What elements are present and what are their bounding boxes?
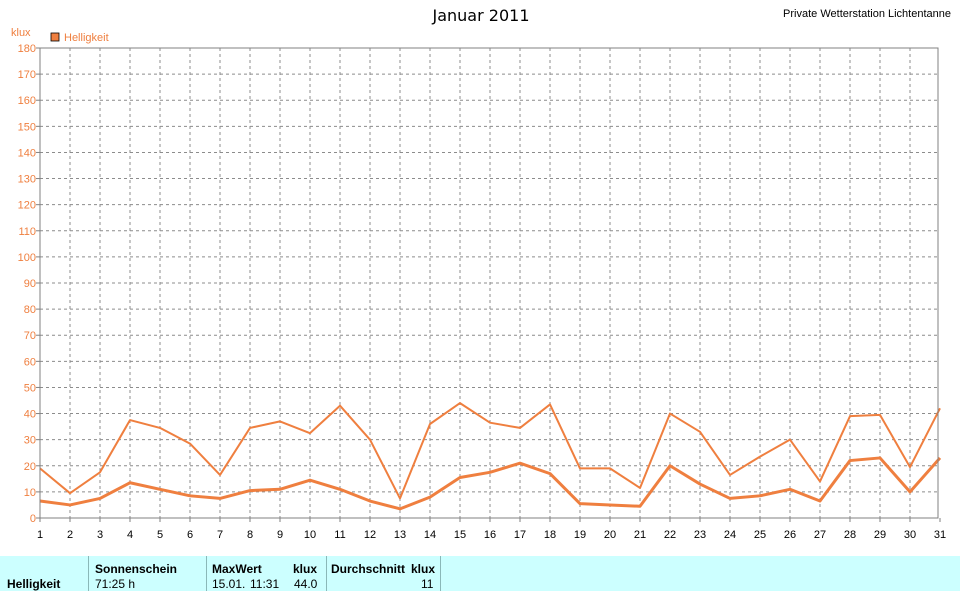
- x-tick-label: 6: [187, 529, 193, 541]
- x-tick-label: 27: [814, 529, 826, 541]
- x-tick-label: 4: [127, 529, 133, 541]
- maxwert-header: MaxWert: [212, 562, 262, 576]
- y-tick-label: 40: [24, 409, 36, 421]
- x-tick-label: 13: [394, 529, 406, 541]
- x-tick-label: 2: [67, 529, 73, 541]
- grid: [40, 48, 938, 518]
- x-tick-label: 26: [784, 529, 796, 541]
- y-axis: 0 10 20 30 40 50 60 70 80 90 100 110 120 130 140 150 160…: [18, 43, 40, 525]
- y-tick-label: 140: [18, 147, 36, 159]
- y-tick-label: 170: [18, 69, 36, 81]
- y-tick-label: 50: [24, 382, 36, 394]
- stats-divider: [440, 556, 441, 591]
- x-tick-label: 18: [544, 529, 556, 541]
- stats-divider: [206, 556, 207, 591]
- stats-row-label: Helligkeit: [7, 577, 61, 591]
- durchschnitt-header: Durchschnitt: [331, 562, 406, 576]
- series-line-2: [39, 456, 942, 511]
- x-tick-label: 31: [934, 529, 946, 541]
- x-tick-label: 24: [724, 529, 736, 541]
- maxwert-value: 44.0: [294, 577, 318, 591]
- y-tick-label: 10: [24, 487, 36, 499]
- y-tick-label: 100: [18, 252, 36, 264]
- x-tick-label: 17: [514, 529, 526, 541]
- y-tick-label: 120: [18, 200, 36, 212]
- sonnenschein-value: 71:25 h: [95, 577, 136, 591]
- x-tick-label: 7: [217, 529, 223, 541]
- x-tick-label: 8: [247, 529, 253, 541]
- y-tick-label: 0: [30, 513, 36, 525]
- maxwert-unit: klux: [293, 562, 318, 576]
- y-tick-label: 60: [24, 356, 36, 368]
- x-tick-label: 22: [664, 529, 676, 541]
- series-lines: [39, 402, 942, 511]
- x-tick-label: 10: [304, 529, 316, 541]
- plot-frame: [39, 47, 939, 519]
- stats-divider: [326, 556, 327, 591]
- y-tick-label: 160: [18, 95, 36, 107]
- stats-divider: [88, 556, 89, 591]
- y-tick-label: 130: [18, 174, 36, 186]
- x-tick-label: 1: [37, 529, 43, 541]
- x-tick-label: 12: [364, 529, 376, 541]
- x-tick-label: 20: [604, 529, 616, 541]
- x-tick-label: 14: [424, 529, 436, 541]
- maxwert-date: 15.01.: [212, 577, 246, 591]
- x-tick-label: 16: [484, 529, 496, 541]
- y-tick-label: 90: [24, 278, 36, 290]
- y-tick-label: 30: [24, 435, 36, 447]
- y-tick-label: 180: [18, 43, 36, 55]
- legend-label: Helligkeit: [64, 32, 109, 44]
- durchschnitt-value: 11: [421, 577, 434, 591]
- x-tick-label: 19: [574, 529, 586, 541]
- x-tick-label: 3: [97, 529, 103, 541]
- series-line-1: [39, 402, 941, 500]
- x-tick-label: 5: [157, 529, 163, 541]
- y-axis-unit: klux: [11, 27, 31, 39]
- y-tick-label: 150: [18, 121, 36, 133]
- x-tick-label: 29: [874, 529, 886, 541]
- x-tick-label: 25: [754, 529, 766, 541]
- sonnenschein-header: Sonnenschein: [95, 562, 178, 576]
- y-tick-label: 20: [24, 461, 36, 473]
- x-tick-label: 28: [844, 529, 856, 541]
- station-name: Private Wetterstation Lichtentanne: [783, 8, 951, 20]
- y-tick-label: 110: [18, 226, 36, 238]
- x-tick-label: 15: [454, 529, 466, 541]
- maxwert-time: 11:31: [250, 577, 280, 591]
- x-axis: 1 2 3 4 5 6 7 8 9 10 11 12 13 14 15 16 17 18 19 20 21 22 23 24 2…: [37, 518, 946, 541]
- x-tick-label: 23: [694, 529, 706, 541]
- chart-title: Januar 2011: [432, 6, 530, 25]
- x-tick-label: 9: [277, 529, 283, 541]
- legend-swatch: [50, 32, 60, 42]
- y-tick-label: 80: [24, 304, 36, 316]
- x-tick-label: 30: [904, 529, 916, 541]
- y-tick-label: 70: [24, 330, 36, 342]
- x-tick-label: 21: [634, 529, 646, 541]
- durchschnitt-unit: klux: [411, 562, 436, 576]
- x-tick-label: 11: [334, 529, 345, 541]
- brightness-chart: Januar 2011 Private Wetterstation Lichte…: [11, 6, 951, 541]
- statistics-table: Helligkeit Sonnenschein 71:25 h MaxWert …: [0, 556, 960, 591]
